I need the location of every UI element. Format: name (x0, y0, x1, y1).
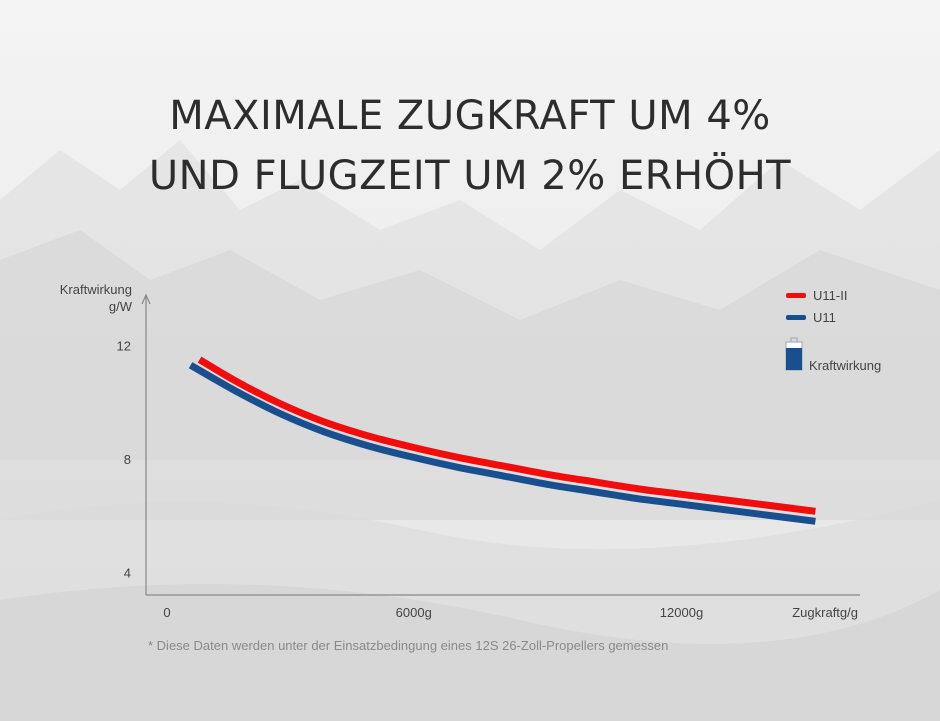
y-tick-label: 12 (117, 338, 131, 353)
y-axis-title-line-2: g/W (108, 299, 132, 314)
battery-fill (786, 348, 802, 370)
legend-swatch-u11 (786, 315, 806, 320)
series-line-u11 (188, 362, 816, 525)
headline-line-1: MAXIMALE ZUGKRAFT UM 4% (169, 93, 771, 139)
y-tick-label: 8 (124, 452, 131, 467)
headline-line-2: UND FLUGZEIT UM 2% ERHÖHT (148, 153, 792, 199)
footnote: * Diese Daten werden unter der Einsatzbe… (148, 638, 669, 653)
battery-cap (790, 337, 798, 343)
x-tick-label: 12000g (660, 605, 703, 620)
y-tick-label: 4 (124, 565, 131, 580)
legend-swatch-u11-ii (786, 293, 806, 298)
y-axis-title-line-1: Kraftwirkung (59, 282, 132, 297)
y-axis-arrow-icon (141, 293, 151, 305)
legend-label-kraftwirkung: Kraftwirkung (809, 358, 881, 373)
x-tick-label: 6000g (396, 605, 432, 620)
x-tick-label: 0 (163, 605, 170, 620)
headline: MAXIMALE ZUGKRAFT UM 4% UND FLUGZEIT UM … (0, 86, 940, 206)
x-axis-title: Zugkraftg/g (792, 605, 858, 620)
series-line-u11-ii (197, 356, 816, 515)
battery-icon (785, 337, 803, 371)
legend-label-u11-ii: U11-II (813, 288, 847, 303)
legend-label-u11: U11 (813, 310, 836, 325)
